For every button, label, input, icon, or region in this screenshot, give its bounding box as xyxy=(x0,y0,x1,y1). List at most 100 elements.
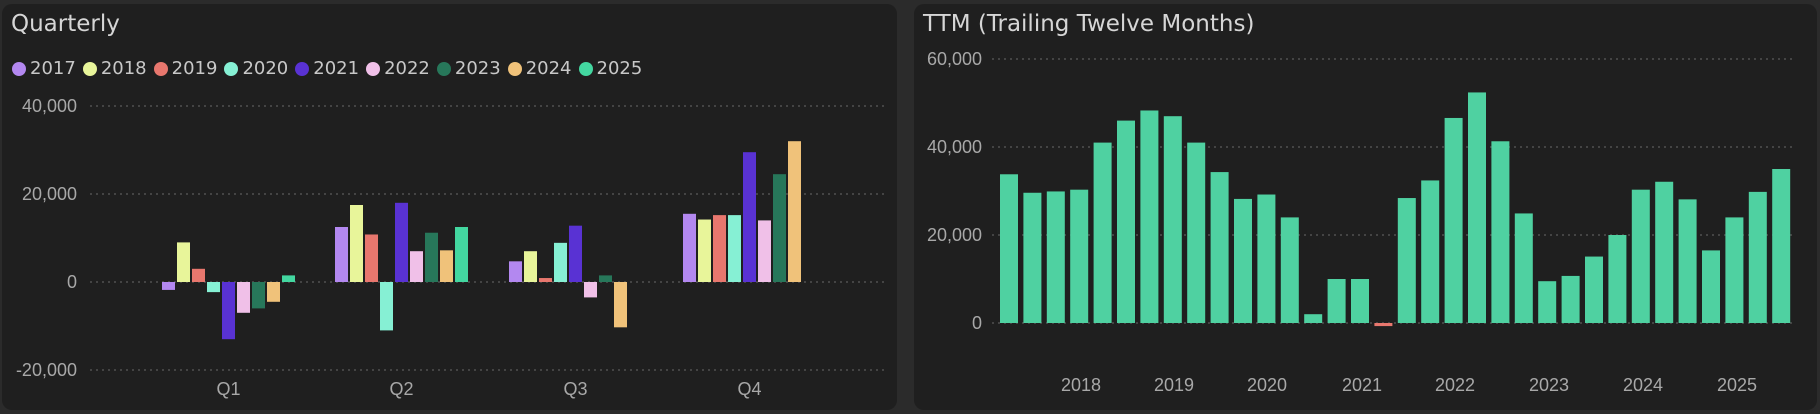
legend-swatch xyxy=(295,61,310,76)
bar-2021-Q2[interactable] xyxy=(395,202,408,282)
bar-2018-Q4[interactable] xyxy=(698,219,711,282)
bar-2020-Q2[interactable] xyxy=(380,282,393,331)
quarterly-chart-panel: Quarterly 2017 2018 2019 2020 2021 2022 2023 20… xyxy=(2,4,897,410)
bar-2022-Q3[interactable] xyxy=(584,282,597,298)
ttm-bar[interactable] xyxy=(1187,142,1206,323)
legend-item-2018[interactable]: 2018 xyxy=(82,58,147,79)
ttm-chart-panel: TTM (Trailing Twelve Months) 0 20,000 40,0… xyxy=(914,4,1817,410)
y-tick-label: 40,000 xyxy=(927,137,982,157)
ttm-bar[interactable] xyxy=(1491,141,1510,323)
ttm-bar[interactable] xyxy=(1561,275,1580,323)
bar-2023-Q3[interactable] xyxy=(599,275,612,282)
ttm-bar[interactable] xyxy=(1304,314,1323,323)
bar-2021-Q1[interactable] xyxy=(222,282,235,340)
ttm-bar[interactable] xyxy=(1140,110,1159,323)
bar-2019-Q1[interactable] xyxy=(192,268,205,282)
legend-swatch xyxy=(82,61,97,76)
bar-2018-Q2[interactable] xyxy=(350,205,363,282)
bar-2017-Q1[interactable] xyxy=(162,282,175,290)
ttm-bar[interactable] xyxy=(1163,116,1182,323)
ttm-bar[interactable] xyxy=(1725,217,1744,323)
legend-item-2019[interactable]: 2019 xyxy=(153,58,217,79)
ttm-bar[interactable] xyxy=(1374,323,1393,327)
ttm-bar[interactable] xyxy=(1514,213,1533,323)
legend-swatch xyxy=(12,61,26,76)
legend-item-2025[interactable]: 2025 xyxy=(578,58,642,79)
ttm-bar[interactable] xyxy=(1702,250,1720,323)
legend-label: 2018 xyxy=(100,58,147,79)
y-tick-label: 60,000 xyxy=(927,49,982,69)
bar-2018-Q3[interactable] xyxy=(524,251,537,282)
legend-swatch xyxy=(436,61,451,76)
ttm-chart-title: TTM (Trailing Twelve Months) xyxy=(923,11,1255,37)
bar-2024-Q2[interactable] xyxy=(440,250,453,282)
ttm-bar[interactable] xyxy=(1608,235,1627,323)
bar-2021-Q3[interactable] xyxy=(569,225,582,282)
ttm-bar[interactable] xyxy=(1351,279,1369,323)
quarterly-chart-title: Quarterly xyxy=(11,11,120,37)
x-tick-label: Q4 xyxy=(737,379,761,399)
ttm-bar[interactable] xyxy=(1280,217,1299,323)
ttm-bar[interactable] xyxy=(1000,174,1018,323)
ttm-bar[interactable] xyxy=(1585,256,1603,323)
bar-2024-Q4[interactable] xyxy=(788,141,801,282)
ttm-bar[interactable] xyxy=(1655,181,1674,323)
ttm-bar[interactable] xyxy=(1444,117,1463,324)
bar-2020-Q1[interactable] xyxy=(207,282,220,293)
bar-2023-Q4[interactable] xyxy=(773,174,786,282)
legend-item-2024[interactable]: 2024 xyxy=(507,58,572,79)
quarterly-legend: 2017 2018 2019 2020 2021 2022 2023 2024 2025 xyxy=(12,58,649,79)
legend-label: 2021 xyxy=(313,58,360,79)
bar-2023-Q2[interactable] xyxy=(425,232,438,282)
bar-2020-Q4[interactable] xyxy=(728,215,741,282)
legend-label: 2023 xyxy=(454,58,501,79)
bar-2023-Q1[interactable] xyxy=(252,282,265,309)
legend-item-2022[interactable]: 2022 xyxy=(366,58,430,79)
bar-2024-Q1[interactable] xyxy=(267,282,280,302)
bar-2019-Q4[interactable] xyxy=(713,215,726,282)
bar-2017-Q4[interactable] xyxy=(683,213,696,282)
bar-2025-Q2[interactable] xyxy=(455,227,468,282)
y-tick-label: -20,000 xyxy=(16,360,77,380)
ttm-bar[interactable] xyxy=(1397,198,1416,323)
bar-2017-Q2[interactable] xyxy=(335,227,348,282)
legend-item-2017[interactable]: 2017 xyxy=(12,58,76,79)
ttm-bar[interactable] xyxy=(1257,194,1276,323)
bar-2020-Q3[interactable] xyxy=(554,242,567,282)
ttm-bar[interactable] xyxy=(1772,169,1791,323)
ttm-bar[interactable] xyxy=(1023,192,1042,323)
ttm-bar[interactable] xyxy=(1327,279,1346,323)
bar-2022-Q1[interactable] xyxy=(237,282,250,313)
bar-2017-Q3[interactable] xyxy=(509,261,522,282)
bar-2022-Q4[interactable] xyxy=(758,220,771,282)
ttm-bar[interactable] xyxy=(1093,142,1112,323)
legend-item-2020[interactable]: 2020 xyxy=(224,58,288,79)
ttm-bar[interactable] xyxy=(1046,191,1065,323)
legend-item-2021[interactable]: 2021 xyxy=(295,58,359,79)
bar-2018-Q1[interactable] xyxy=(177,242,190,282)
ttm-bar[interactable] xyxy=(1234,198,1252,323)
bar-2019-Q2[interactable] xyxy=(365,234,378,282)
ttm-bar[interactable] xyxy=(1468,92,1486,323)
legend-item-2023[interactable]: 2023 xyxy=(436,58,501,79)
legend-label: 2024 xyxy=(525,58,572,79)
x-tick-label: 2025 xyxy=(1717,375,1757,395)
ttm-bar[interactable] xyxy=(1421,180,1440,323)
bar-2021-Q4[interactable] xyxy=(743,152,756,282)
quarterly-chart-svg: -20,000 0 20,000 40,000 Q1 Q2 Q3 Q4 xyxy=(16,96,887,399)
legend-swatch xyxy=(578,61,593,76)
ttm-bar[interactable] xyxy=(1210,172,1229,323)
ttm-bar[interactable] xyxy=(1678,199,1697,323)
ttm-bar[interactable] xyxy=(1631,189,1650,323)
y-tick-label: 20,000 xyxy=(927,225,982,245)
legend-swatch xyxy=(153,61,168,76)
ttm-bar[interactable] xyxy=(1748,191,1767,323)
bar-2022-Q2[interactable] xyxy=(410,251,423,282)
bar-2024-Q3[interactable] xyxy=(614,282,627,328)
bar-2019-Q3[interactable] xyxy=(539,278,552,282)
x-tick-label: Q2 xyxy=(389,379,413,399)
ttm-bar[interactable] xyxy=(1070,189,1089,323)
ttm-bar[interactable] xyxy=(1538,281,1557,323)
bar-2025-Q1[interactable] xyxy=(282,275,295,282)
ttm-bar[interactable] xyxy=(1117,120,1135,323)
